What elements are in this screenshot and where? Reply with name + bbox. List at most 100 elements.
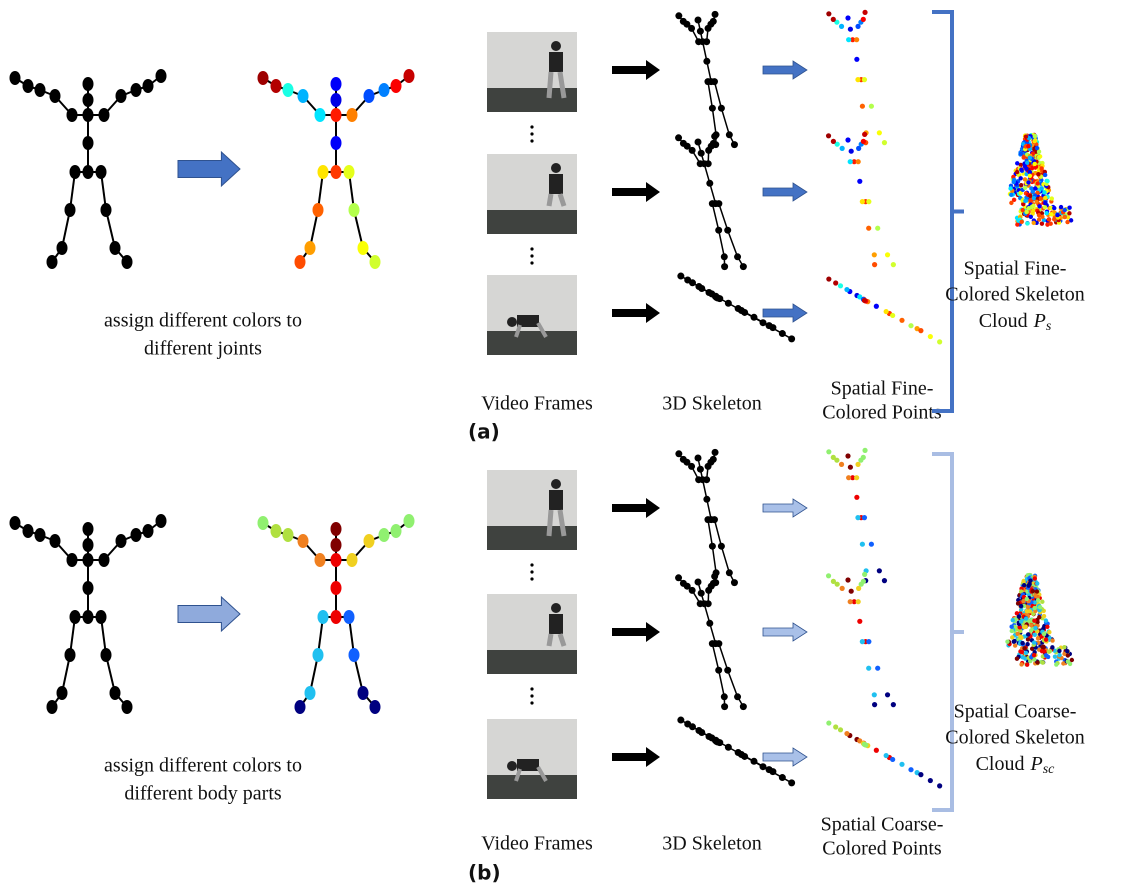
joint xyxy=(331,165,342,179)
cloud-point xyxy=(1052,206,1056,210)
bone xyxy=(721,108,729,135)
joint xyxy=(331,93,342,107)
ellipsis-dot xyxy=(530,570,533,573)
joint xyxy=(705,160,712,167)
point xyxy=(826,11,831,16)
cloud-point xyxy=(1032,640,1036,644)
joint xyxy=(258,516,269,530)
joint xyxy=(23,524,34,538)
cloud-point xyxy=(1026,144,1030,148)
bone xyxy=(712,108,716,135)
point xyxy=(872,252,877,257)
joint xyxy=(760,763,767,770)
cloud-point xyxy=(1042,190,1046,194)
cloud-point xyxy=(1033,626,1037,630)
joint xyxy=(740,263,747,270)
bone xyxy=(708,82,712,109)
joint xyxy=(695,283,702,290)
arrow xyxy=(763,61,807,79)
joint xyxy=(721,693,728,700)
point xyxy=(848,159,853,164)
cloud-point xyxy=(1012,178,1016,182)
cloud-point xyxy=(1035,146,1039,150)
joint xyxy=(99,108,110,122)
joint xyxy=(313,203,324,217)
cloud-point xyxy=(1046,655,1050,659)
point xyxy=(866,639,871,644)
frame-floor xyxy=(487,210,577,234)
point xyxy=(862,448,867,453)
point xyxy=(862,742,867,747)
frame-floor xyxy=(487,331,577,355)
arrow xyxy=(763,183,807,201)
joint xyxy=(709,200,716,207)
joint xyxy=(680,18,687,25)
joint xyxy=(703,58,710,65)
point xyxy=(840,586,845,591)
cloud-symbol: P xyxy=(1030,753,1043,775)
cloud-point xyxy=(1005,639,1009,643)
point xyxy=(831,139,836,144)
arrow xyxy=(763,623,807,641)
point xyxy=(854,57,859,62)
cloud-point xyxy=(1019,183,1023,187)
cloud-point xyxy=(1028,174,1032,178)
cloud-point xyxy=(1063,208,1067,212)
joint xyxy=(344,165,355,179)
point xyxy=(826,133,831,138)
joint xyxy=(734,253,741,260)
cloud-point xyxy=(1022,583,1026,587)
joint xyxy=(731,141,738,148)
ellipsis-dot xyxy=(530,125,533,128)
joint xyxy=(712,11,719,18)
cloud-subscript: sc xyxy=(1043,762,1055,777)
point xyxy=(856,159,861,164)
joint xyxy=(788,335,795,342)
point xyxy=(848,599,853,604)
joint xyxy=(741,309,748,316)
point xyxy=(869,542,874,547)
cloud-point xyxy=(1023,199,1027,203)
cloud-point xyxy=(1025,662,1029,666)
joint xyxy=(131,83,142,97)
cloud-point xyxy=(1054,662,1058,666)
point xyxy=(908,767,913,772)
cloud-point xyxy=(1019,662,1023,666)
arrow xyxy=(612,747,660,767)
point xyxy=(857,619,862,624)
point xyxy=(854,495,859,500)
cloud-point xyxy=(1010,629,1014,633)
bone xyxy=(719,204,728,231)
point xyxy=(838,727,843,732)
cloud-point xyxy=(1052,217,1056,221)
joint xyxy=(258,71,269,85)
cloud-point xyxy=(1044,637,1048,641)
cloud-point xyxy=(1042,632,1046,636)
joint xyxy=(364,534,375,548)
cloud-point xyxy=(1031,204,1035,208)
cloud-point xyxy=(1045,625,1049,629)
panel-label: (b) xyxy=(468,861,501,883)
point xyxy=(856,599,861,604)
point xyxy=(928,334,933,339)
cloud-point xyxy=(1042,645,1046,649)
cloud-point xyxy=(1009,625,1013,629)
joint xyxy=(769,768,776,775)
cloud-point xyxy=(1026,584,1030,588)
points-label: Colored Points xyxy=(822,402,942,424)
joint xyxy=(712,449,719,456)
joint xyxy=(695,455,702,462)
point xyxy=(874,304,879,309)
cloud-point xyxy=(1028,609,1032,613)
joint xyxy=(315,553,326,567)
cloud-point xyxy=(1038,605,1042,609)
point xyxy=(849,589,854,594)
point xyxy=(874,748,879,753)
bone xyxy=(714,82,721,109)
joint xyxy=(715,640,722,647)
point xyxy=(908,323,913,328)
joint xyxy=(295,255,306,269)
joint xyxy=(379,528,390,542)
cloud-point xyxy=(1008,186,1012,190)
joint xyxy=(35,83,46,97)
